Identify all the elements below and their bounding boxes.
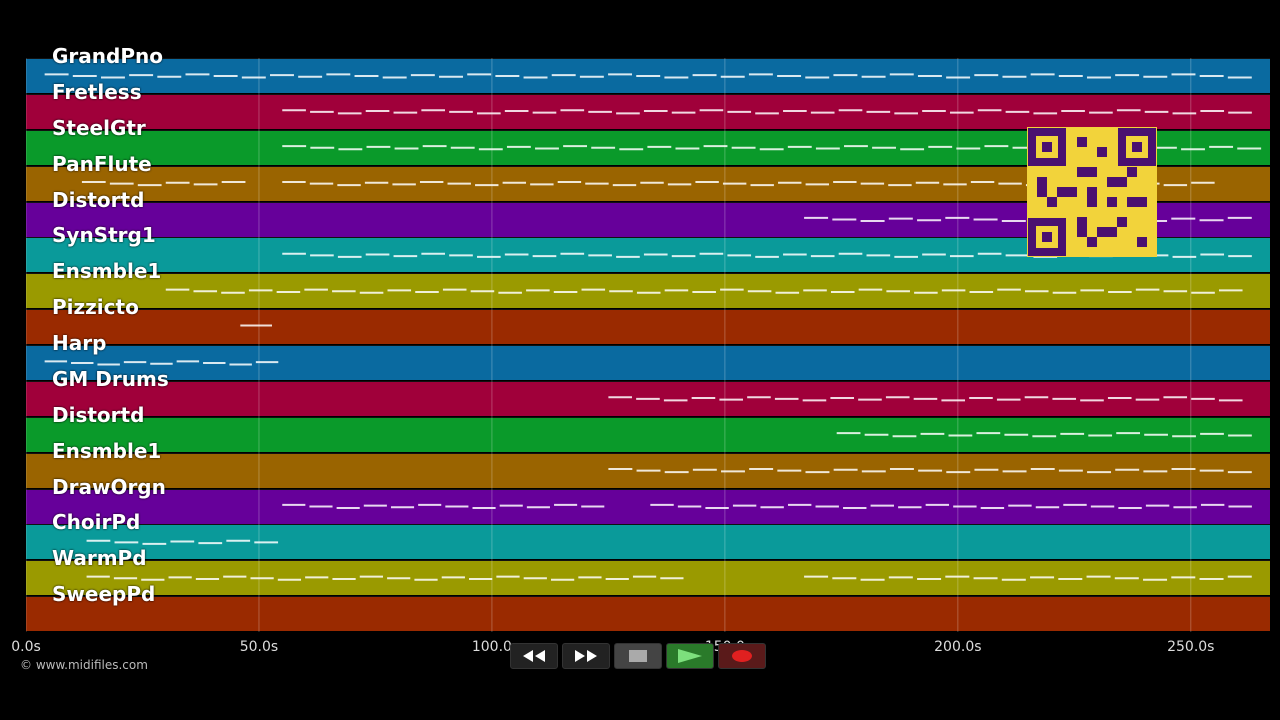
time-tick-label: 200.0s	[934, 639, 982, 655]
track-row[interactable]	[26, 560, 1270, 596]
time-tick-label: 250.0s	[1167, 639, 1215, 655]
track-name-label: Fretless	[52, 79, 142, 104]
copyright-text: © www.midifiles.com	[20, 658, 148, 672]
track-name-label: SynStrg1	[52, 223, 156, 248]
track-row[interactable]	[26, 345, 1270, 380]
time-tick-label: 0.0s	[11, 639, 41, 655]
track-name-label: Distortd	[52, 402, 145, 427]
track-row[interactable]	[26, 452, 1270, 488]
track-name-label: Harp	[52, 331, 107, 355]
fast-forward-icon	[575, 650, 597, 662]
track-row[interactable]	[26, 93, 1270, 129]
track-name-label: DrawOrgn	[52, 474, 166, 499]
track-row[interactable]	[26, 273, 1270, 309]
track-row[interactable]	[26, 488, 1270, 524]
fast-forward-button[interactable]	[562, 643, 610, 669]
rewind-icon	[523, 650, 545, 662]
track-row[interactable]	[26, 524, 1270, 560]
track-row[interactable]	[26, 58, 1270, 93]
track-name-label: WarmPd	[52, 546, 147, 571]
track-name-label: Ensmble1	[52, 438, 162, 463]
track-name-label: Ensmble1	[52, 259, 162, 284]
track-name-label: GrandPno	[52, 44, 163, 68]
track-name-label: SteelGtr	[52, 115, 146, 140]
track-name-label: PanFlute	[52, 151, 152, 176]
track-name-label: ChoirPd	[52, 510, 141, 535]
transport-controls	[510, 643, 772, 671]
record-button[interactable]	[718, 643, 766, 669]
track-row[interactable]	[26, 416, 1270, 452]
track-name-label: Distortd	[52, 187, 145, 212]
qr-code-image	[1027, 127, 1157, 257]
play-icon	[678, 649, 702, 663]
record-icon	[732, 650, 752, 662]
rewind-button[interactable]	[510, 643, 558, 669]
track-name-label: SweepPd	[52, 582, 156, 607]
time-tick-label: 50.0s	[239, 639, 279, 655]
track-name-label: GM Drums	[52, 366, 169, 391]
stop-icon	[629, 650, 647, 662]
track-row[interactable]	[26, 309, 1270, 345]
track-row[interactable]	[26, 596, 1270, 632]
time-tick-label: 100.0	[471, 639, 512, 655]
play-button[interactable]	[666, 643, 714, 669]
track-name-label: Pizzicto	[52, 295, 139, 320]
stop-button[interactable]	[614, 643, 662, 669]
track-row[interactable]	[26, 380, 1270, 416]
